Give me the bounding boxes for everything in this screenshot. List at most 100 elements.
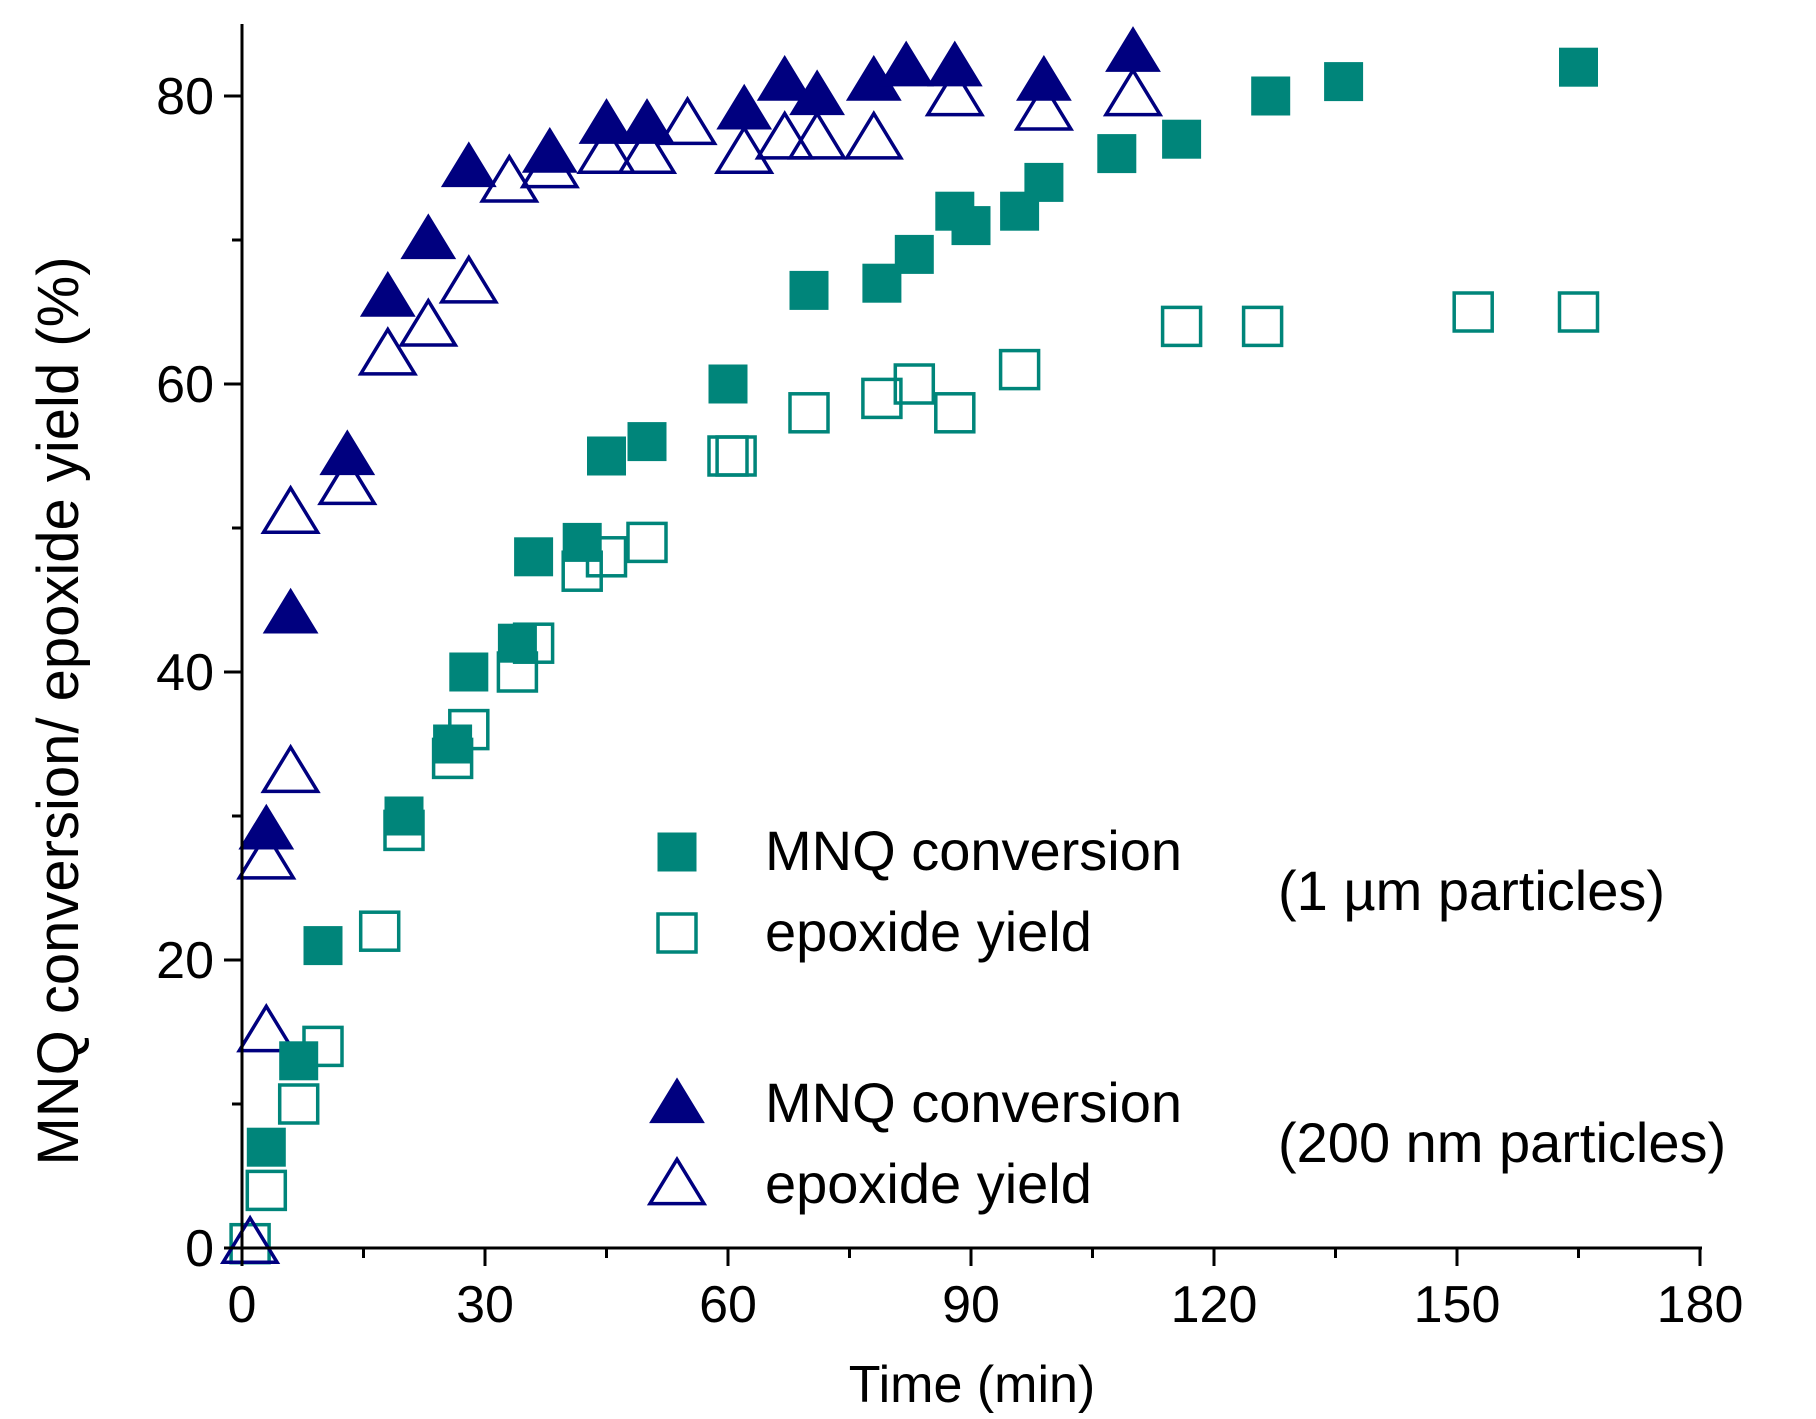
legend-marker-epoxide-200nm [646,1155,708,1206]
square-point-open [626,521,668,564]
square-point-filled [1251,76,1291,116]
square-point-filled [1097,134,1137,174]
plot-area [219,26,1600,1265]
square-point-filled [562,522,602,562]
triangle-point-open [398,297,459,347]
x-tick-label: 90 [942,1276,1000,1334]
triangle-point-open [219,1214,281,1265]
x-tick-label: 150 [1414,1276,1501,1334]
legend-group-label-1um: (1 µm particles) [1278,859,1665,922]
triangle-point-open [657,95,718,146]
triangle-point-filled [1105,26,1161,72]
triangle-point-open [754,110,815,160]
legend-label-epoxide-200nm: epoxide yield [765,1152,1092,1215]
square-point-filled [279,1041,319,1081]
square-point-filled [449,652,489,692]
x-axis-label: Time (min) [849,1356,1096,1414]
x-tick-label: 0 [228,1276,257,1334]
square-point-filled [894,234,934,274]
legend: MNQ conversion epoxide yield (1 µm parti… [646,819,1726,1215]
x-tick-label: 180 [1657,1276,1744,1334]
y-tick-label: 0 [185,1220,214,1278]
triangle-point-open [843,110,904,160]
triangle-point-filled [262,587,319,634]
square-point-filled [862,263,902,303]
square-point-filled [627,422,667,462]
triangle-point-filled [440,141,497,188]
square-point-open [229,1222,271,1265]
triangle-point-open [260,743,321,794]
legend-group-label-200nm: (200 nm particles) [1278,1111,1726,1174]
triangle-point-filled [400,213,457,260]
triangle-point-open [479,153,540,203]
y-tick-label: 80 [156,68,214,126]
triangle-point-filled [716,83,773,130]
y-tick-label: 60 [156,356,214,414]
square-point-filled [1024,162,1064,202]
square-point-filled [951,206,991,246]
triangle-point-filled [578,98,635,144]
square-point-open [1160,305,1203,348]
triangle-point-open [786,110,848,160]
square-point-open [358,910,401,952]
triangle-point-filled [878,40,935,87]
triangle-point-filled [359,270,416,317]
square-point-open [934,392,976,434]
square-point-filled [303,926,343,966]
x-tick-label: 60 [699,1276,757,1334]
square-point-filled [497,623,537,663]
legend-triangle-icon [649,1077,705,1124]
series-200nm-yield [219,66,1164,1265]
square-point-open [1557,291,1600,333]
triangle-point-open [616,124,678,174]
triangle-point-open [924,66,985,117]
legend-marker-mnq-1um [657,832,697,872]
triangle-point-filled [789,69,845,116]
legend-label-epoxide-1um: epoxide yield [765,900,1092,963]
square-point-open [788,392,830,434]
y-axis-label: MNQ conversion/ epoxide yield (%) [26,256,91,1165]
triangle-point-open [236,830,297,880]
series-1um-yield [229,291,1600,1265]
legend-marker-epoxide-1um [656,912,698,954]
triangle-point-open [260,484,321,534]
series-200nm-conversion [238,26,1161,850]
triangle-point-filled [319,429,376,476]
legend-triangle-icon [646,1155,708,1206]
triangle-point-open [236,1002,297,1053]
triangle-point-filled [1016,54,1072,101]
triangle-point-open [576,124,637,174]
square-point-open [1452,291,1494,333]
triangle-point-filled [756,54,813,101]
legend-marker-mnq-200nm [649,1077,705,1124]
square-point-open [861,377,903,420]
x-tick-label: 120 [1171,1276,1258,1334]
x-tick-label: 30 [456,1276,514,1334]
square-point-filled [1324,62,1364,102]
legend-square-icon [657,832,697,872]
triangle-point-open [317,455,378,506]
square-point-filled [246,1127,286,1167]
square-point-filled [708,364,748,404]
triangle-point-open [1102,66,1164,117]
square-point-open [1241,305,1284,348]
square-point-open [715,435,757,477]
y-tick-label: 20 [156,932,214,990]
triangle-point-open [438,254,499,304]
square-point-filled [789,270,829,310]
square-point-open [998,348,1041,391]
series-1um-conversion [246,47,1598,1167]
triangle-point-filled [238,803,295,850]
y-tick-label: 40 [156,644,214,702]
square-point-open [893,363,936,405]
triangle-point-filled [521,126,578,173]
triangle-point-filled [619,98,675,144]
legend-label-mnq-200nm: MNQ conversion [765,1071,1182,1134]
square-point-filled [587,436,626,476]
x-ticks: 0 30 60 90 120 150 180 [228,1248,1744,1334]
square-point-filled [1559,47,1598,87]
square-point-filled [514,537,554,577]
triangle-point-open [714,124,775,174]
legend-square-icon [656,912,698,954]
